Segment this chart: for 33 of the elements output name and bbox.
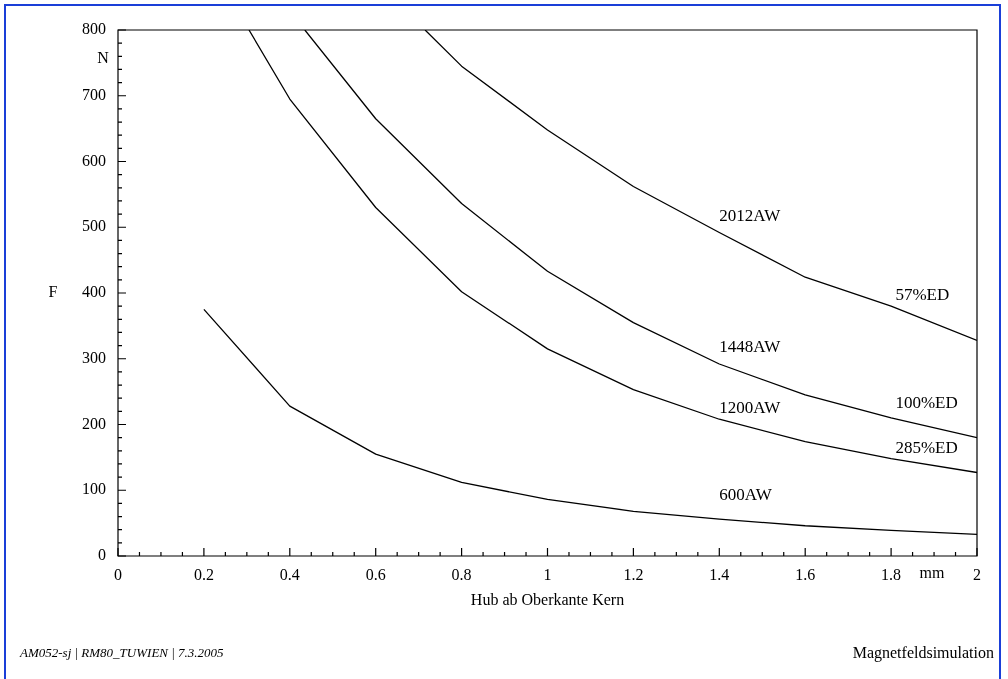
x-tick-label: 1.2 xyxy=(623,565,644,583)
y-tick-label: 700 xyxy=(82,85,106,103)
text: Magnetfeldsimulation xyxy=(852,644,994,663)
x-tick-label: 1 xyxy=(543,565,552,583)
y-tick-label: 800 xyxy=(82,20,106,38)
x-tick-label: 0.4 xyxy=(279,565,300,583)
annotation: 2012AW xyxy=(719,205,782,225)
x-tick-label: 0.8 xyxy=(451,565,472,583)
x-tick-label: 2 xyxy=(973,565,981,583)
x-tick-label: 0.6 xyxy=(365,565,386,583)
text: AM052-sj | RM80_TUWIEN | 7.3.2005 xyxy=(19,645,225,661)
y-tick-label: 400 xyxy=(82,283,106,301)
annotation: 57%ED xyxy=(895,284,950,304)
y-tick-label: 200 xyxy=(82,414,106,432)
x-axis-title: Hub ab Oberkante Kern xyxy=(470,591,625,609)
y-tick-label: 500 xyxy=(82,217,106,235)
annotation: 1448AW xyxy=(719,337,782,357)
x-tick-label: 1.4 xyxy=(709,565,730,583)
y-tick-label: 600 xyxy=(82,151,106,169)
x-tick-label: 0 xyxy=(114,565,122,583)
y-tick-label: 100 xyxy=(82,480,106,498)
annotation: 100%ED xyxy=(895,392,958,412)
text: mm xyxy=(919,564,945,582)
x-tick-label: 0.2 xyxy=(193,565,214,583)
annotation: 1200AW xyxy=(719,398,782,418)
x-tick-label: 1.6 xyxy=(795,565,816,583)
annotation: 600AW xyxy=(719,484,773,504)
text: N xyxy=(97,49,110,67)
y-axis-title: F xyxy=(48,283,58,301)
annotation: 285%ED xyxy=(895,437,958,457)
y-tick-label: 0 xyxy=(98,546,106,564)
x-tick-label: 1.8 xyxy=(881,565,902,583)
y-tick-label: 300 xyxy=(82,348,106,366)
